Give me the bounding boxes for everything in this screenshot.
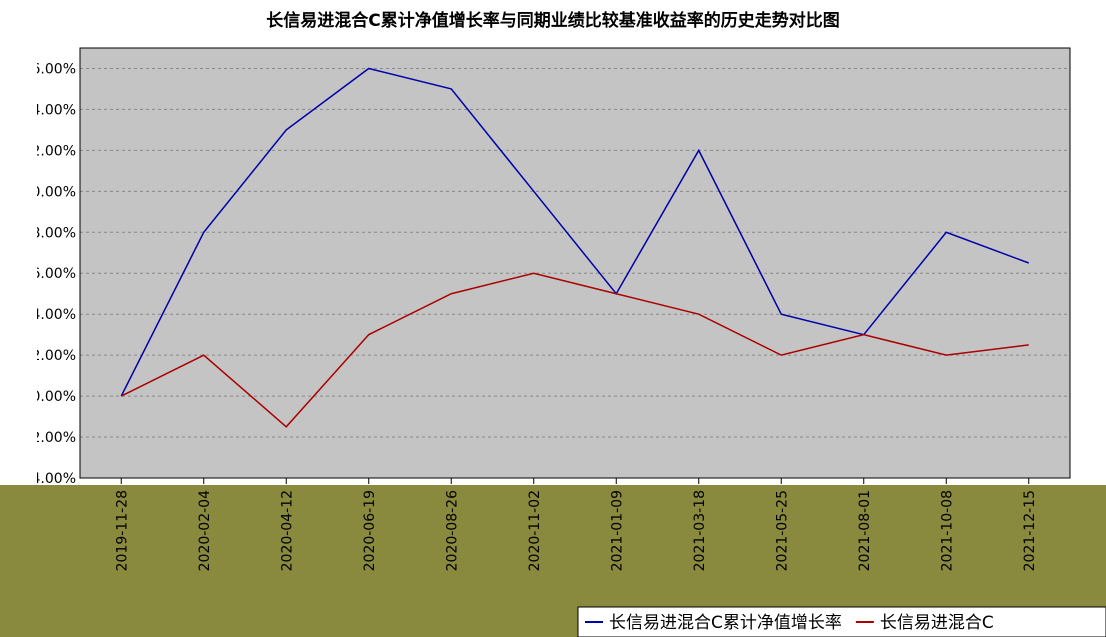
x-tick-label: 2020-06-19 xyxy=(362,490,378,571)
y-tick-label: 4.00% xyxy=(32,307,76,323)
x-tick-label: 2020-08-26 xyxy=(444,490,460,571)
x-tick-label: 2020-02-04 xyxy=(197,490,213,571)
y-tick-label: 6.00% xyxy=(32,266,76,282)
y-tick-label: 0.00% xyxy=(32,389,76,405)
y-tick-label: 2.00% xyxy=(32,348,76,364)
legend-label: 长信易进混合C累计净值增长率 xyxy=(609,613,842,633)
x-tick-label: 2021-08-01 xyxy=(857,490,873,571)
x-tick-label: 2021-01-09 xyxy=(609,490,625,571)
x-tick-label: 2020-04-12 xyxy=(279,490,295,571)
y-tick-label: 8.00% xyxy=(32,225,76,241)
x-tick-label: 2021-05-25 xyxy=(774,490,790,571)
x-tick-label: 2020-11-02 xyxy=(527,490,543,571)
chart-title: 长信易进混合C累计净值增长率与同期业绩比较基准收益率的历史走势对比图 xyxy=(266,10,839,31)
x-tick-label: 2021-10-08 xyxy=(939,490,955,571)
x-tick-label: 2021-03-18 xyxy=(692,490,708,571)
legend-items: 长信易进混合C累计净值增长率 长信易进混合C xyxy=(585,613,994,633)
legend-label: 长信易进混合C xyxy=(880,613,994,633)
chart: 长信易进混合C累计净值增长率与同期业绩比较基准收益率的历史走势对比图 -4.00… xyxy=(0,0,1106,637)
x-tick-label: 2019-11-28 xyxy=(114,490,130,571)
x-tick-label: 2021-12-15 xyxy=(1022,490,1038,571)
